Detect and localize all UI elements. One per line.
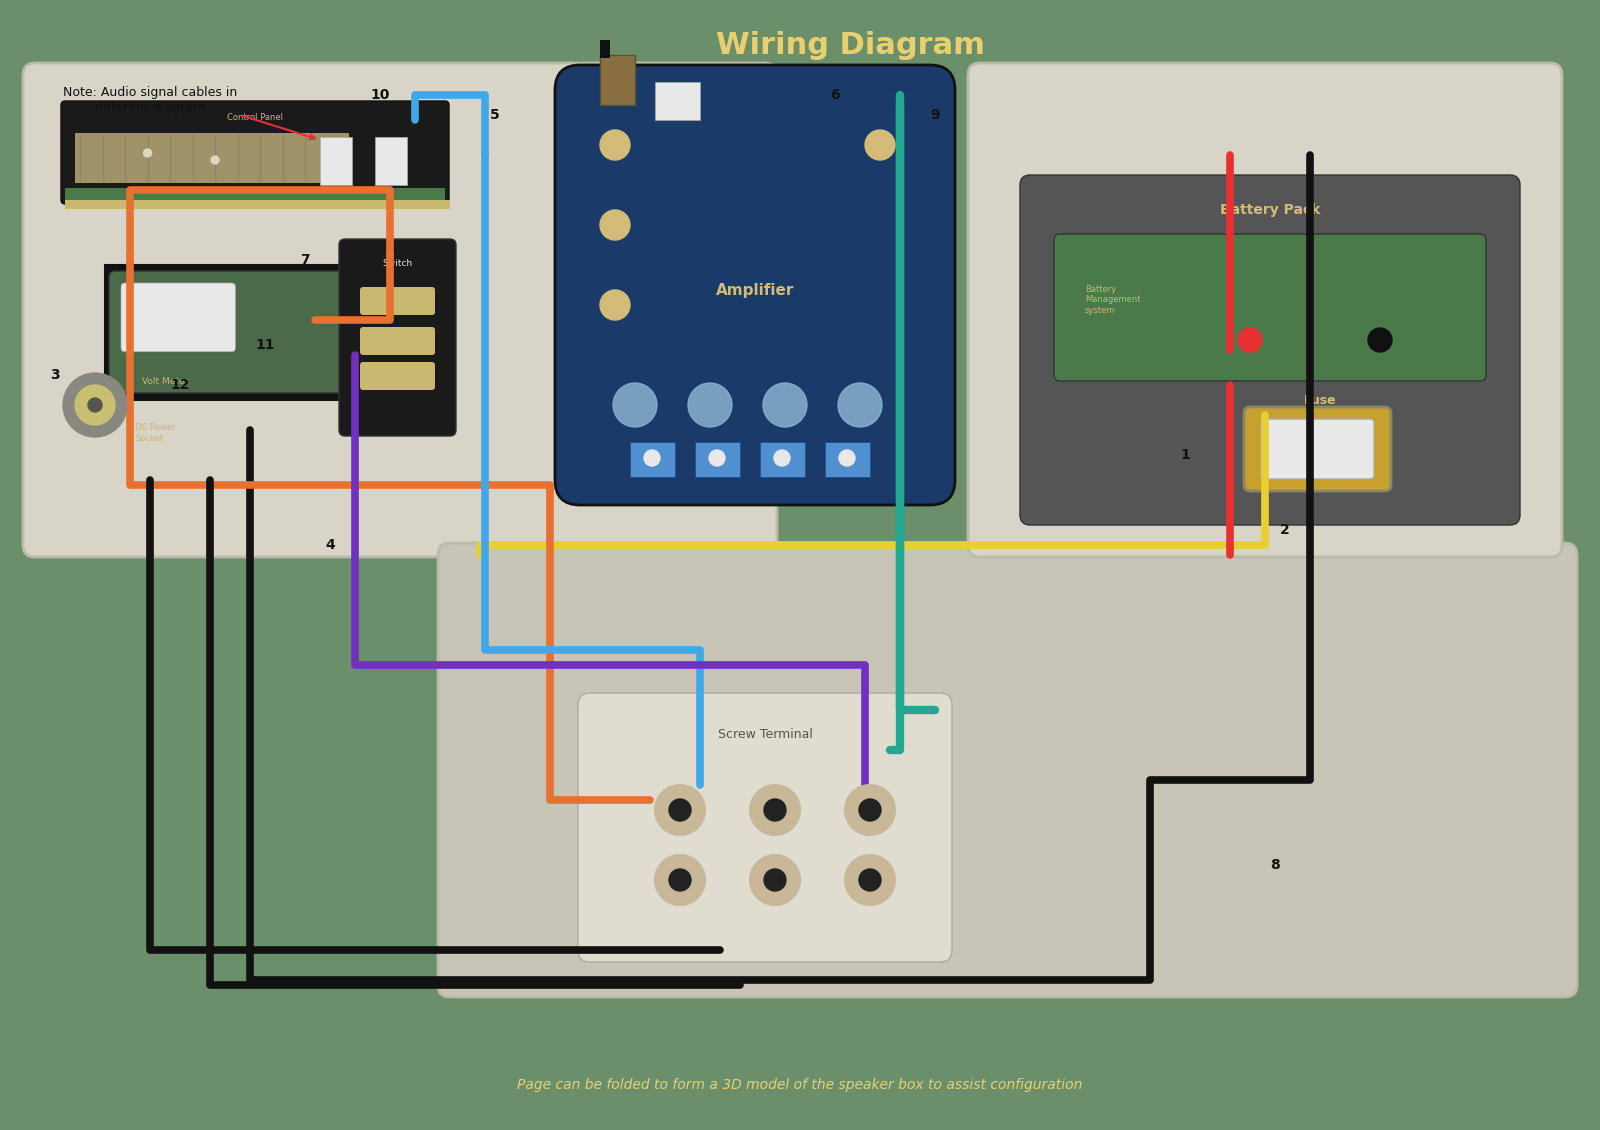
Text: Fuse: Fuse	[1304, 393, 1336, 407]
Circle shape	[669, 869, 691, 890]
Circle shape	[600, 130, 630, 160]
Text: 7: 7	[301, 253, 310, 267]
Circle shape	[866, 130, 894, 160]
Text: Battery Pack: Battery Pack	[1219, 203, 1320, 217]
Circle shape	[859, 869, 882, 890]
FancyBboxPatch shape	[555, 66, 955, 505]
Bar	[320, 137, 352, 185]
Bar	[694, 442, 739, 477]
Circle shape	[600, 210, 630, 240]
Text: 4: 4	[325, 538, 334, 551]
Bar	[760, 442, 805, 477]
Bar	[75, 133, 349, 183]
Circle shape	[144, 149, 152, 157]
Circle shape	[62, 373, 126, 437]
FancyBboxPatch shape	[122, 282, 235, 351]
Text: 12: 12	[170, 379, 190, 392]
Bar	[654, 82, 701, 120]
FancyBboxPatch shape	[109, 271, 381, 393]
Circle shape	[75, 385, 115, 425]
Circle shape	[1368, 328, 1392, 353]
Circle shape	[838, 450, 854, 466]
FancyBboxPatch shape	[578, 693, 952, 962]
Circle shape	[654, 855, 706, 905]
Bar	[106, 266, 386, 400]
FancyBboxPatch shape	[61, 101, 450, 205]
Text: 6: 6	[830, 88, 840, 102]
FancyBboxPatch shape	[968, 63, 1562, 557]
Circle shape	[765, 869, 786, 890]
Circle shape	[763, 383, 806, 427]
Text: Wiring Diagram: Wiring Diagram	[715, 31, 984, 60]
Bar	[600, 40, 610, 58]
Circle shape	[765, 799, 786, 822]
Text: 1: 1	[1181, 447, 1190, 462]
FancyBboxPatch shape	[1261, 419, 1374, 479]
Circle shape	[211, 156, 219, 164]
Text: 5: 5	[490, 108, 499, 122]
Circle shape	[669, 799, 691, 822]
FancyBboxPatch shape	[1054, 234, 1486, 381]
Circle shape	[654, 785, 706, 835]
Text: Page can be folded to form a 3D model of the speaker box to assist configuration: Page can be folded to form a 3D model of…	[517, 1078, 1083, 1092]
FancyBboxPatch shape	[360, 362, 435, 390]
FancyBboxPatch shape	[22, 63, 778, 557]
Text: Volt Meter: Volt Meter	[142, 377, 189, 386]
Circle shape	[643, 450, 661, 466]
Text: Screw Terminal: Screw Terminal	[717, 729, 813, 741]
FancyBboxPatch shape	[438, 544, 1578, 997]
Circle shape	[750, 855, 800, 905]
Bar	[826, 442, 870, 477]
Bar	[66, 188, 445, 200]
Text: DC Power
Socket: DC Power Socket	[134, 424, 176, 443]
Circle shape	[709, 450, 725, 466]
Text: 8: 8	[1270, 858, 1280, 872]
Circle shape	[688, 383, 733, 427]
Text: 3: 3	[50, 368, 59, 382]
FancyBboxPatch shape	[360, 327, 435, 355]
Bar	[66, 200, 450, 209]
Text: 10: 10	[370, 88, 390, 102]
Circle shape	[613, 383, 658, 427]
Bar	[374, 137, 406, 185]
Circle shape	[750, 785, 800, 835]
Circle shape	[859, 799, 882, 822]
Text: 11: 11	[256, 338, 275, 353]
Text: Amplifier: Amplifier	[715, 282, 794, 297]
FancyBboxPatch shape	[1021, 175, 1520, 525]
Circle shape	[845, 785, 894, 835]
Bar	[630, 442, 675, 477]
FancyBboxPatch shape	[360, 287, 435, 315]
Circle shape	[845, 855, 894, 905]
Text: Switch: Switch	[382, 259, 413, 268]
Circle shape	[838, 383, 882, 427]
Circle shape	[774, 450, 790, 466]
FancyBboxPatch shape	[1245, 407, 1390, 492]
Text: 2: 2	[1280, 523, 1290, 537]
Bar	[600, 55, 635, 105]
Circle shape	[88, 398, 102, 412]
Text: Battery
Management
system: Battery Management system	[1085, 285, 1141, 315]
Text: 9: 9	[930, 108, 939, 122]
Text: Note: Audio signal cables in
different diagram: Note: Audio signal cables in different d…	[62, 86, 237, 114]
Text: Control Panel: Control Panel	[227, 113, 283, 122]
Circle shape	[600, 290, 630, 320]
FancyBboxPatch shape	[339, 240, 456, 436]
Circle shape	[1238, 328, 1262, 353]
